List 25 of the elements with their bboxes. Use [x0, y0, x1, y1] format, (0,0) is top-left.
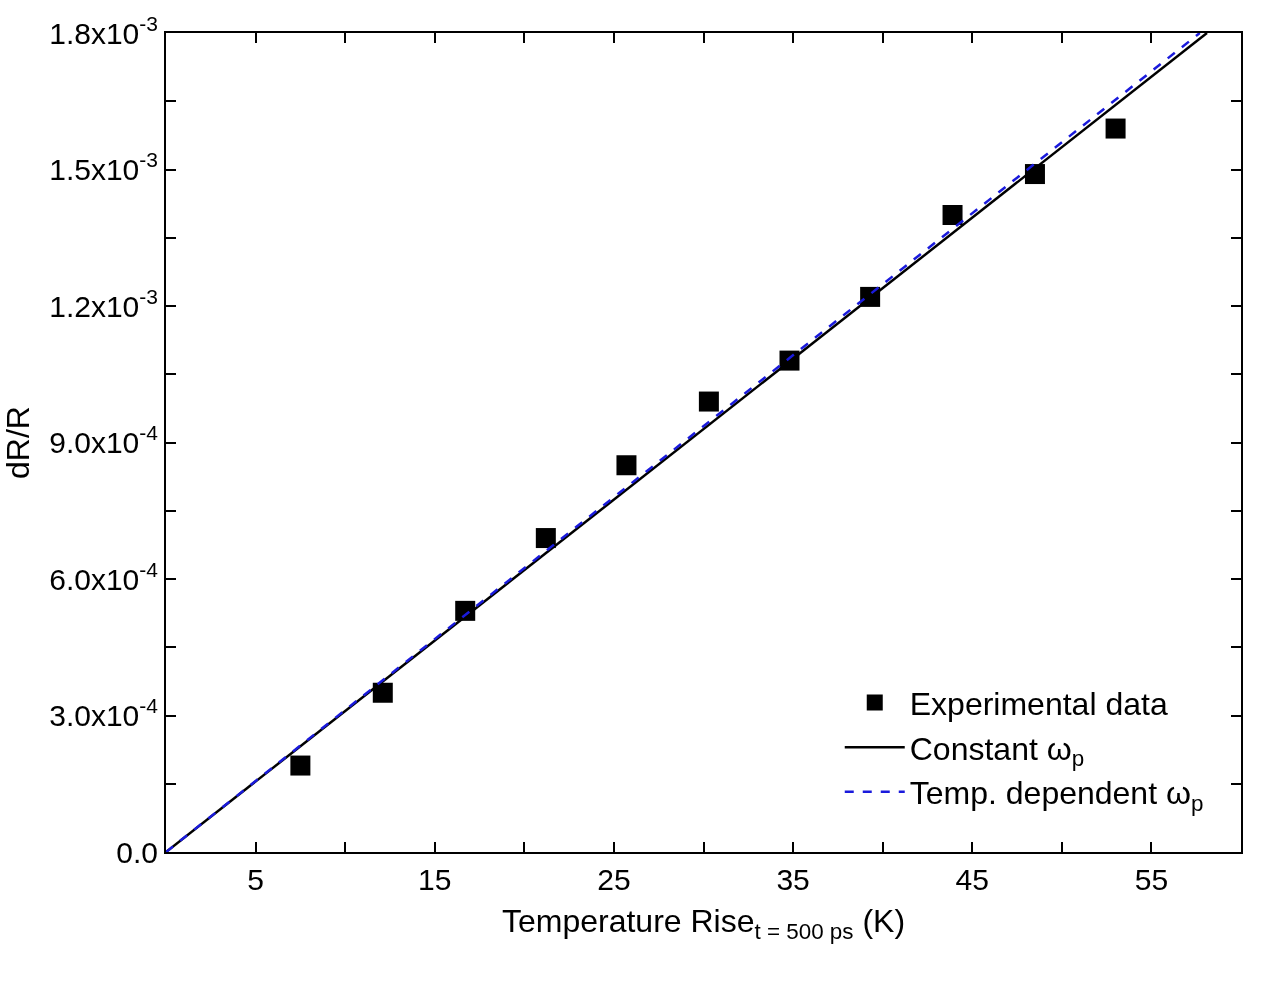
point	[616, 455, 637, 476]
legend-label: Temp. dependent ω$_{p}$	[909, 775, 1204, 816]
point	[1105, 118, 1126, 139]
y-tick-label: 6.0x10$^{-4}$	[49, 557, 159, 596]
x-tick-label: 5	[247, 863, 264, 896]
y-axis-title: dR/R	[0, 406, 36, 479]
x-tick-label: 55	[1134, 863, 1169, 896]
y-tick-label: 9.0x10$^{-4}$	[49, 421, 159, 459]
y-tick-label: 1.5x10$^{-3}$	[49, 148, 158, 186]
point	[290, 755, 311, 776]
x-tick-label: 15	[418, 863, 452, 896]
y-tick-label: 0.0	[116, 835, 158, 869]
legend-label: Experimental data	[909, 686, 1168, 723]
point	[698, 391, 719, 412]
y-tick-label: 1.2x10$^{-3}$	[49, 284, 158, 323]
y-tick-label: 3.0x10$^{-4}$	[49, 694, 159, 732]
point	[372, 682, 393, 703]
point	[535, 528, 556, 549]
y-tick-label: 1.8x10$^{-3}$	[49, 11, 158, 50]
x-axis-title: Temperature Rise$_{t = 500 ps}$ (K)	[501, 903, 906, 945]
point	[942, 205, 963, 225]
legend-label: Constant ω$_{p}$	[909, 730, 1085, 772]
x-tick-label: 35	[776, 863, 810, 896]
x-tick-label: 45	[955, 863, 989, 896]
x-tick-label: 25	[597, 863, 631, 896]
